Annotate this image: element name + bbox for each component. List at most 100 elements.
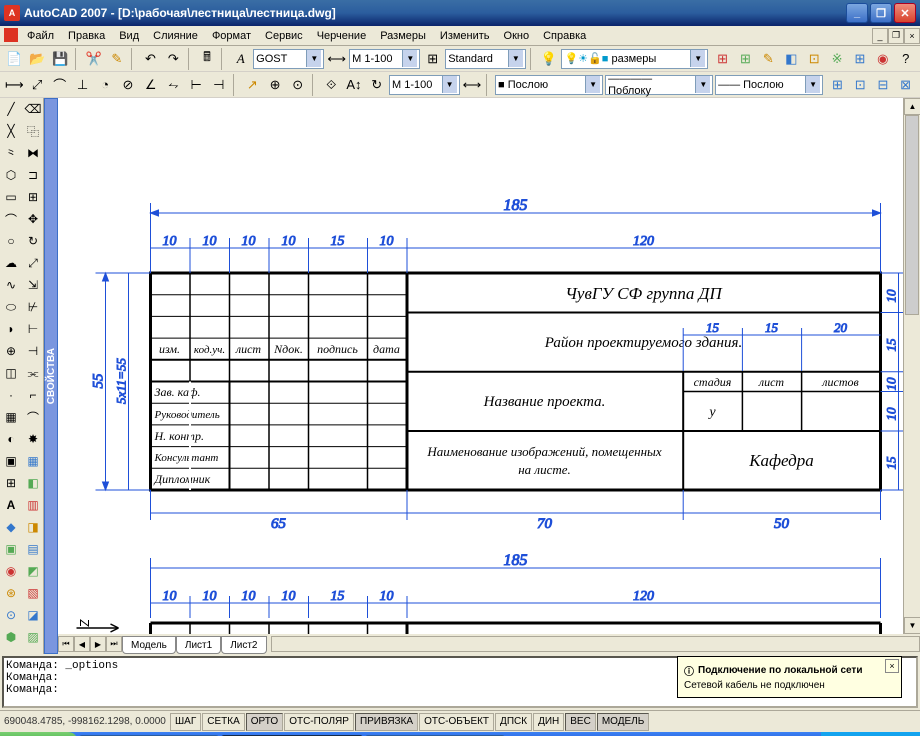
hatch-icon[interactable]: ▦	[0, 406, 22, 428]
tab-next-icon[interactable]: ▶	[90, 636, 106, 652]
status-dyn[interactable]: ДИН	[533, 713, 564, 731]
mirror-icon[interactable]: ⧓	[22, 142, 44, 164]
rectangle-icon[interactable]: ▭	[0, 186, 22, 208]
tb1-b5[interactable]: ⊡	[804, 48, 825, 70]
dim-diameter-icon[interactable]: ⊘	[118, 74, 139, 96]
m3-icon[interactable]: ▥	[22, 494, 44, 516]
status-model[interactable]: МОДЕЛЬ	[597, 713, 649, 731]
array-icon[interactable]: ⊞	[22, 186, 44, 208]
tb1-b6[interactable]: ※	[827, 48, 848, 70]
dim-aligned-icon[interactable]: ⤢	[27, 74, 48, 96]
tb1-b3[interactable]: ✎	[758, 48, 779, 70]
pline-icon[interactable]: ⺀	[0, 142, 22, 164]
new-icon[interactable]: 📄	[4, 48, 25, 70]
tb2-b4[interactable]: ⊠	[895, 74, 916, 96]
mtext-icon[interactable]: A	[0, 494, 22, 516]
polygon-icon[interactable]: ⬡	[0, 164, 22, 186]
m8-icon[interactable]: ◪	[22, 604, 44, 626]
dim-linear-icon[interactable]: ⟼	[4, 74, 25, 96]
menu-view[interactable]: Вид	[112, 28, 146, 44]
balloon-close-icon[interactable]: ×	[885, 659, 899, 673]
menu-format[interactable]: Формат	[205, 28, 258, 44]
rotate-icon[interactable]: ↻	[22, 230, 44, 252]
textstyle-dropdown[interactable]: Standard▼	[445, 49, 526, 69]
menu-modify[interactable]: Изменить	[433, 28, 497, 44]
horizontal-scrollbar[interactable]	[271, 636, 920, 652]
dimstyle-icon[interactable]: ⟷	[462, 74, 483, 96]
ellipse-icon[interactable]: ⬭	[0, 296, 22, 318]
line-icon[interactable]: ╱	[0, 98, 22, 120]
explode-icon[interactable]: ✸	[22, 428, 44, 450]
font-dropdown[interactable]: GOST▼	[253, 49, 324, 69]
menu-help[interactable]: Справка	[536, 28, 593, 44]
move-icon[interactable]: ✥	[22, 208, 44, 230]
calc-icon[interactable]: 🖩	[197, 48, 218, 70]
tb1-b4[interactable]: ◧	[781, 48, 802, 70]
tb1-b9[interactable]: ?	[895, 48, 916, 70]
status-otrack[interactable]: ОТС-ОБЪЕКТ	[419, 713, 494, 731]
chamfer-icon[interactable]: ⌐	[22, 384, 44, 406]
status-ducs[interactable]: ДПСК	[495, 713, 532, 731]
maximize-button[interactable]: ❐	[870, 3, 892, 23]
tab-layout2[interactable]: Лист2	[221, 636, 266, 654]
layer-dropdown[interactable]: 💡☀🔓■ размеры▼	[561, 49, 708, 69]
d1-icon[interactable]: ◆	[0, 516, 22, 538]
status-polar[interactable]: ОТС-ПОЛЯР	[284, 713, 354, 731]
erase-icon[interactable]: ⌫	[22, 98, 44, 120]
dim-continue-icon[interactable]: ⊣	[208, 74, 229, 96]
status-snap[interactable]: ШАГ	[170, 713, 201, 731]
mdi-minimize[interactable]: _	[872, 28, 888, 44]
d2-icon[interactable]: ▣	[0, 538, 22, 560]
m1-icon[interactable]: ▦	[22, 450, 44, 472]
layer-prop-icon[interactable]: 💡	[539, 48, 560, 70]
dim-tolerance-icon[interactable]: ⊕	[265, 74, 286, 96]
m7-icon[interactable]: ▧	[22, 582, 44, 604]
open-icon[interactable]: 📂	[27, 48, 48, 70]
insert-icon[interactable]: ⊕	[0, 340, 22, 362]
match-icon[interactable]: ✎	[106, 48, 127, 70]
offset-icon[interactable]: ⊐	[22, 164, 44, 186]
arc-icon[interactable]: ⌒	[0, 208, 22, 230]
tab-model[interactable]: Модель	[122, 636, 176, 654]
tb2-b2[interactable]: ⊡	[850, 74, 871, 96]
extend-icon[interactable]: ⊢	[22, 318, 44, 340]
gradient-icon[interactable]: ◐	[0, 428, 22, 450]
status-grid[interactable]: СЕТКА	[202, 713, 245, 731]
m2-icon[interactable]: ◧	[22, 472, 44, 494]
tb1-b7[interactable]: ⊞	[850, 48, 871, 70]
drawing-canvas[interactable]: изм. код.уч. лист Nдок. подпись дата Зав…	[58, 98, 903, 634]
tb1-b8[interactable]: ◉	[872, 48, 893, 70]
scroll-down-icon[interactable]: ▼	[904, 617, 920, 634]
ellipsearc-icon[interactable]: ◗	[0, 318, 22, 340]
dim-radius-icon[interactable]: ◔	[95, 74, 116, 96]
dim-update-icon[interactable]: ↻	[366, 74, 387, 96]
tab-first-icon[interactable]: ⏮	[58, 636, 74, 652]
undo-icon[interactable]: ↶	[140, 48, 161, 70]
region-icon[interactable]: ▣	[0, 450, 22, 472]
tb1-b2[interactable]: ⊞	[735, 48, 756, 70]
status-osnap[interactable]: ПРИВЯЗКА	[355, 713, 418, 731]
m9-icon[interactable]: ▨	[22, 626, 44, 648]
d4-icon[interactable]: ⊛	[0, 582, 22, 604]
d3-icon[interactable]: ◉	[0, 560, 22, 582]
scale2-icon[interactable]: ⤢	[22, 252, 44, 274]
dim-icon[interactable]: ⟷	[326, 48, 347, 70]
join-icon[interactable]: ⫘	[22, 362, 44, 384]
redo-icon[interactable]: ↷	[163, 48, 184, 70]
scroll-thumb[interactable]	[905, 115, 919, 315]
minimize-button[interactable]: _	[846, 3, 868, 23]
textstyle-icon[interactable]: A	[230, 48, 251, 70]
cut-icon[interactable]: ✂️	[83, 48, 104, 70]
vertical-scrollbar[interactable]: ▲ ▼	[903, 98, 920, 634]
d5-icon[interactable]: ⊙	[0, 604, 22, 626]
status-ortho[interactable]: ОРТО	[246, 713, 283, 731]
tab-prev-icon[interactable]: ◀	[74, 636, 90, 652]
menu-draw[interactable]: Черчение	[310, 28, 374, 44]
tab-layout1[interactable]: Лист1	[176, 636, 221, 654]
point-icon[interactable]: ·	[0, 384, 22, 406]
revcloud-icon[interactable]: ☁	[0, 252, 22, 274]
properties-panel-collapsed[interactable]: СВОЙСТВА	[44, 98, 58, 654]
m6-icon[interactable]: ◩	[22, 560, 44, 582]
m5-icon[interactable]: ▤	[22, 538, 44, 560]
linetype-dropdown[interactable]: ———— Поблоку▼	[605, 75, 713, 95]
